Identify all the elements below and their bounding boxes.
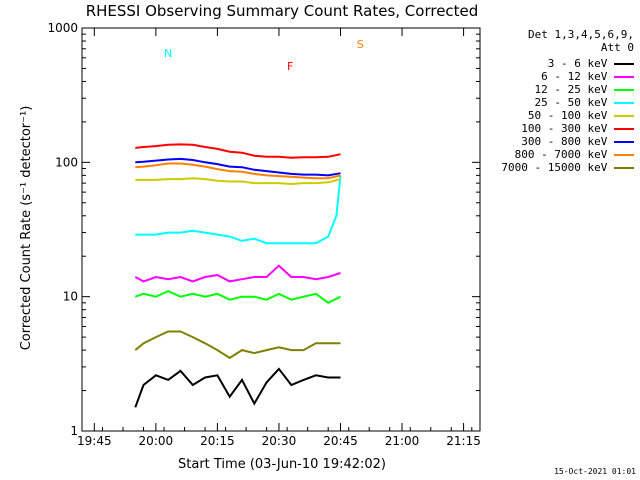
legend-item: 3 - 6 keV bbox=[548, 57, 634, 70]
legend-swatch bbox=[614, 141, 634, 143]
flag-layer: N F S bbox=[164, 38, 364, 73]
legend-label: 800 - 7000 keV bbox=[514, 148, 614, 161]
flag-label: S bbox=[357, 38, 364, 51]
legend-label: 25 - 50 keV bbox=[534, 96, 614, 109]
legend-swatch bbox=[614, 154, 634, 156]
legend-swatch bbox=[614, 115, 634, 117]
legend-label: 12 - 25 keV bbox=[534, 83, 614, 96]
y-tick-label: 100 bbox=[55, 155, 78, 169]
legend-item: 50 - 100 keV bbox=[528, 109, 634, 122]
legend-label: 100 - 300 keV bbox=[521, 122, 614, 135]
legend-swatch bbox=[614, 89, 634, 91]
legend-item: 7000 - 15000 keV bbox=[501, 161, 634, 174]
legend-item: 300 - 800 keV bbox=[521, 135, 634, 148]
legend-label: 300 - 800 keV bbox=[521, 135, 614, 148]
x-tick-label: 20:45 bbox=[323, 434, 358, 448]
y-tick-label: 1000 bbox=[47, 21, 78, 35]
y-axis: 1 10 100 1000 bbox=[47, 21, 480, 438]
flag-label: N bbox=[164, 47, 172, 60]
legend-label: 7000 - 15000 keV bbox=[501, 161, 614, 174]
legend-label: 50 - 100 keV bbox=[527, 109, 614, 122]
x-tick-label: 21:00 bbox=[385, 434, 420, 448]
series-line bbox=[135, 157, 341, 177]
series-line bbox=[134, 367, 341, 408]
x-tick-label: 19:45 bbox=[77, 434, 112, 448]
legend-item: 800 - 7000 keV bbox=[515, 148, 634, 161]
legend: Det 1,3,4,5,6,9, Att 0 bbox=[528, 28, 634, 54]
y-axis-label: Corrected Count Rate (s⁻¹ detector⁻¹) bbox=[19, 106, 34, 351]
series-line bbox=[135, 177, 341, 186]
legend-swatch bbox=[614, 63, 634, 65]
legend-swatch bbox=[614, 76, 634, 78]
legend-item: 100 - 300 keV bbox=[521, 122, 634, 135]
series-line bbox=[134, 264, 341, 283]
legend-swatch bbox=[614, 167, 634, 169]
x-tick-label: 20:30 bbox=[262, 434, 297, 448]
x-axis-label: Start Time (03-Jun-10 19:42:02) bbox=[178, 457, 386, 472]
series-line bbox=[134, 330, 341, 360]
legend-item: 12 - 25 keV bbox=[535, 83, 634, 96]
y-tick-label: 1 bbox=[70, 424, 78, 438]
series-line bbox=[135, 175, 342, 245]
x-tick-label: 20:15 bbox=[200, 434, 235, 448]
legend-header-line-2: Att 0 bbox=[600, 41, 634, 54]
legend-swatch bbox=[614, 128, 634, 130]
legend-swatch bbox=[614, 102, 634, 104]
footer-timestamp: 15-Oct-2021 01:01 bbox=[554, 467, 636, 476]
x-tick-label: 21:15 bbox=[446, 434, 481, 448]
legend-label: 3 - 6 keV bbox=[547, 57, 614, 70]
x-axis: 19:45 20:00 20:15 20:30 20:45 21:00 21:15 bbox=[77, 28, 481, 448]
y-tick-label: 10 bbox=[63, 290, 78, 304]
series-line bbox=[135, 143, 341, 159]
series-line bbox=[135, 162, 341, 180]
flag-label: F bbox=[287, 60, 293, 73]
series-line bbox=[134, 290, 341, 304]
legend-item: 25 - 50 keV bbox=[535, 96, 634, 109]
chart-title: RHESSI Observing Summary Count Rates, Co… bbox=[86, 2, 479, 20]
legend-item: 6 - 12 keV bbox=[541, 70, 634, 83]
plot-frame bbox=[81, 27, 481, 432]
legend-label: 6 - 12 keV bbox=[541, 70, 614, 83]
x-tick-label: 20:00 bbox=[139, 434, 174, 448]
series-layer bbox=[134, 143, 342, 408]
legend-header-line-1: Det 1,3,4,5,6,9, bbox=[528, 28, 634, 41]
